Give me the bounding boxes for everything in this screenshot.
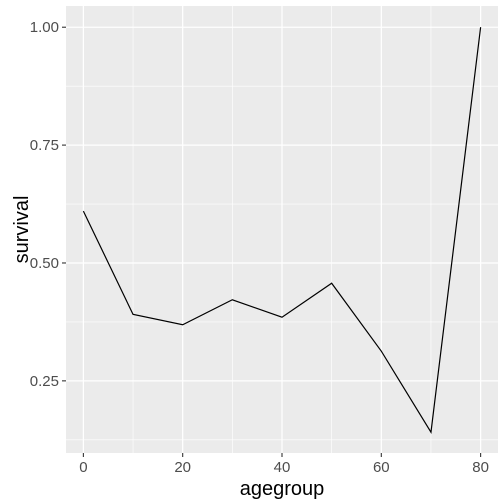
y-tick-label: 1.00	[30, 19, 59, 36]
major-gridlines	[66, 6, 498, 453]
y-tick-label: 0.50	[30, 255, 59, 272]
y-tick-label: 0.25	[30, 373, 59, 390]
y-axis-title: survival	[11, 196, 33, 264]
x-tick-label: 60	[373, 459, 390, 476]
x-tick-label: 40	[274, 459, 291, 476]
x-tick-label: 0	[79, 459, 87, 476]
x-tick-label: 80	[472, 459, 489, 476]
series-line	[82, 27, 482, 435]
y-tick-label: 0.75	[30, 137, 59, 154]
x-tick-label: 20	[174, 459, 191, 476]
y-axis: 0.25 0.50 0.75 1.00	[30, 19, 66, 390]
x-axis: 0 20 40 60 80	[79, 453, 489, 476]
x-axis-title: agegroup	[240, 478, 325, 500]
